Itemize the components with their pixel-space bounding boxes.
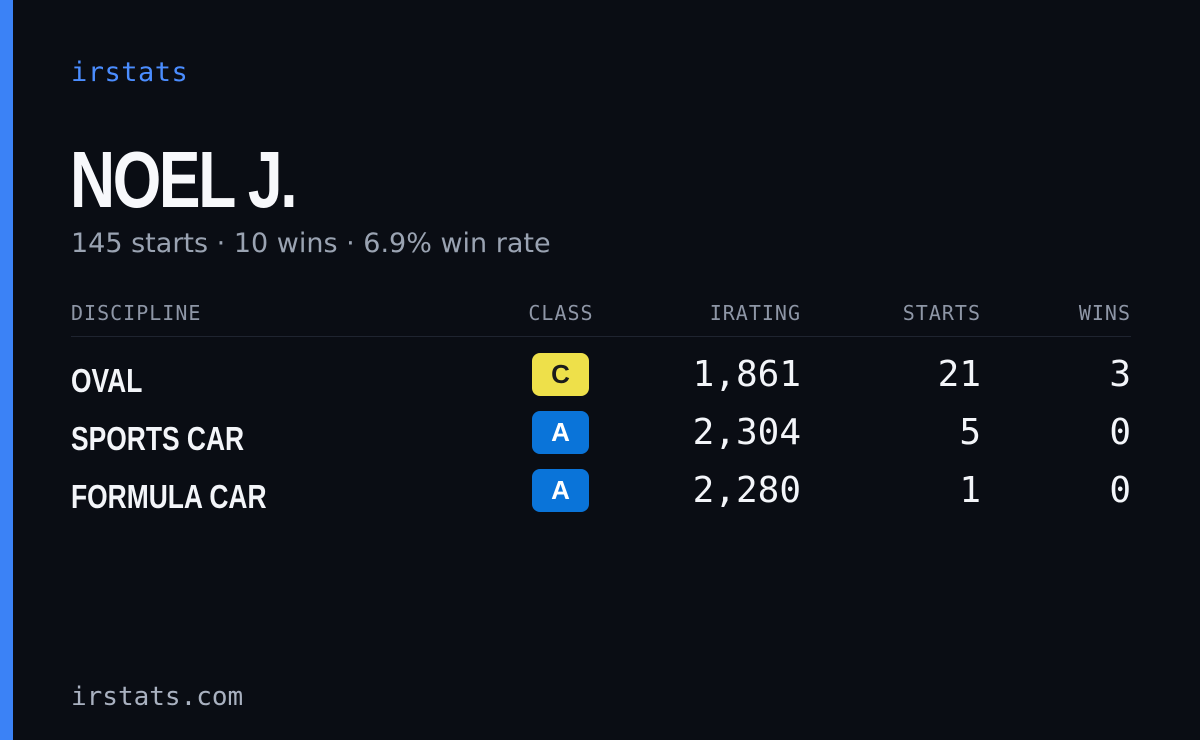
irating-value: 2,280 — [692, 470, 801, 511]
brand-logo-text: irstats — [71, 57, 189, 88]
irating-value: 1,861 — [692, 354, 801, 395]
table-row: FORMULA CAR A 2,280 1 0 — [71, 453, 1131, 515]
stats-table: DISCIPLINE CLASS IRATING STARTS WINS OVA… — [71, 296, 1131, 515]
header-irating: IRATING — [709, 301, 801, 325]
player-summary: 145 starts · 10 wins · 6.9% win rate — [71, 228, 551, 259]
table-header: DISCIPLINE CLASS IRATING STARTS WINS — [71, 296, 1131, 337]
table-row: OVAL C 1,861 21 3 — [71, 337, 1131, 399]
starts-value: 1 — [959, 470, 981, 511]
discipline-name: SPORTS CAR — [71, 420, 245, 457]
wins-value: 0 — [1109, 470, 1131, 511]
header-starts: STARTS — [902, 301, 981, 325]
class-badge: A — [532, 411, 589, 454]
wins-value: 3 — [1109, 354, 1131, 395]
header-discipline: DISCIPLINE — [71, 301, 202, 325]
wins-value: 0 — [1109, 412, 1131, 453]
table-row: SPORTS CAR A 2,304 5 0 — [71, 395, 1131, 457]
class-badge: A — [532, 469, 589, 512]
accent-bar — [0, 0, 13, 740]
header-class: CLASS — [528, 301, 594, 325]
starts-value: 5 — [959, 412, 981, 453]
starts-value: 21 — [937, 354, 981, 395]
player-name: NOEL J. — [70, 135, 298, 224]
discipline-name: FORMULA CAR — [71, 478, 267, 515]
class-badge: C — [532, 353, 589, 396]
header-wins: WINS — [1078, 301, 1131, 325]
discipline-name: OVAL — [71, 362, 143, 399]
irating-value: 2,304 — [692, 412, 801, 453]
footer-url: irstats.com — [71, 682, 244, 712]
